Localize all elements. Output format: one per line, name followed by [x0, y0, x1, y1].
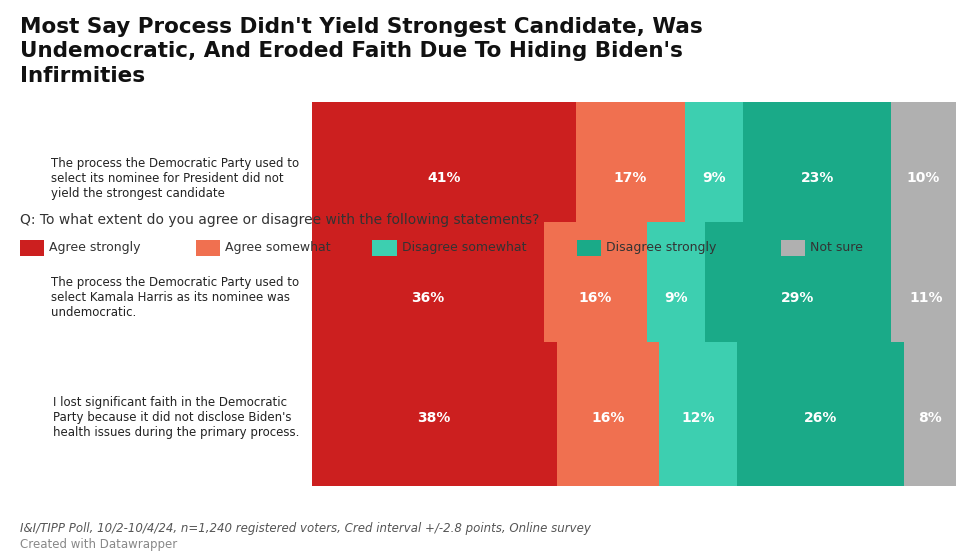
Bar: [705, 222, 891, 374]
Bar: [904, 342, 956, 493]
Text: 41%: 41%: [427, 171, 460, 185]
Bar: [312, 222, 544, 374]
Text: 29%: 29%: [781, 291, 814, 305]
Text: 16%: 16%: [591, 411, 625, 425]
Bar: [685, 102, 743, 254]
Text: 26%: 26%: [803, 411, 838, 425]
Text: Disagree somewhat: Disagree somewhat: [402, 241, 526, 254]
Text: 10%: 10%: [907, 171, 940, 185]
Text: 36%: 36%: [411, 291, 445, 305]
Text: I lost significant faith in the Democratic
Party because it did not disclose Bid: I lost significant faith in the Democrat…: [53, 396, 299, 439]
Bar: [646, 222, 705, 374]
Text: 9%: 9%: [664, 291, 687, 305]
Text: Agree somewhat: Agree somewhat: [225, 241, 331, 254]
Bar: [544, 222, 646, 374]
Bar: [891, 102, 955, 254]
Bar: [312, 102, 576, 254]
Text: 38%: 38%: [417, 411, 451, 425]
Bar: [743, 102, 891, 254]
Bar: [557, 342, 659, 493]
Text: Agree strongly: Agree strongly: [49, 241, 140, 254]
Bar: [891, 222, 962, 374]
Text: Most Say Process Didn't Yield Strongest Candidate, Was
Undemocratic, And Eroded : Most Say Process Didn't Yield Strongest …: [20, 17, 702, 86]
Text: I&I/TIPP Poll, 10/2-10/4/24, n=1,240 registered voters, Cred interval +/-2.8 poi: I&I/TIPP Poll, 10/2-10/4/24, n=1,240 reg…: [20, 522, 591, 535]
Text: Q: To what extent do you agree or disagree with the following statements?: Q: To what extent do you agree or disagr…: [20, 213, 539, 226]
Text: 23%: 23%: [800, 171, 834, 185]
Text: Disagree strongly: Disagree strongly: [606, 241, 717, 254]
Text: Created with Datawrapper: Created with Datawrapper: [20, 538, 176, 551]
Text: The process the Democratic Party used to
select its nominee for President did no: The process the Democratic Party used to…: [51, 157, 299, 200]
Text: 9%: 9%: [702, 171, 726, 185]
Text: 11%: 11%: [910, 291, 943, 305]
Bar: [659, 342, 737, 493]
Text: The process the Democratic Party used to
select Kamala Harris as its nominee was: The process the Democratic Party used to…: [51, 277, 299, 320]
Text: Not sure: Not sure: [810, 241, 863, 254]
Text: 12%: 12%: [682, 411, 715, 425]
Text: 17%: 17%: [614, 171, 647, 185]
Bar: [737, 342, 904, 493]
Bar: [576, 102, 685, 254]
Text: 16%: 16%: [578, 291, 612, 305]
Bar: [312, 342, 557, 493]
Text: 8%: 8%: [917, 411, 942, 425]
